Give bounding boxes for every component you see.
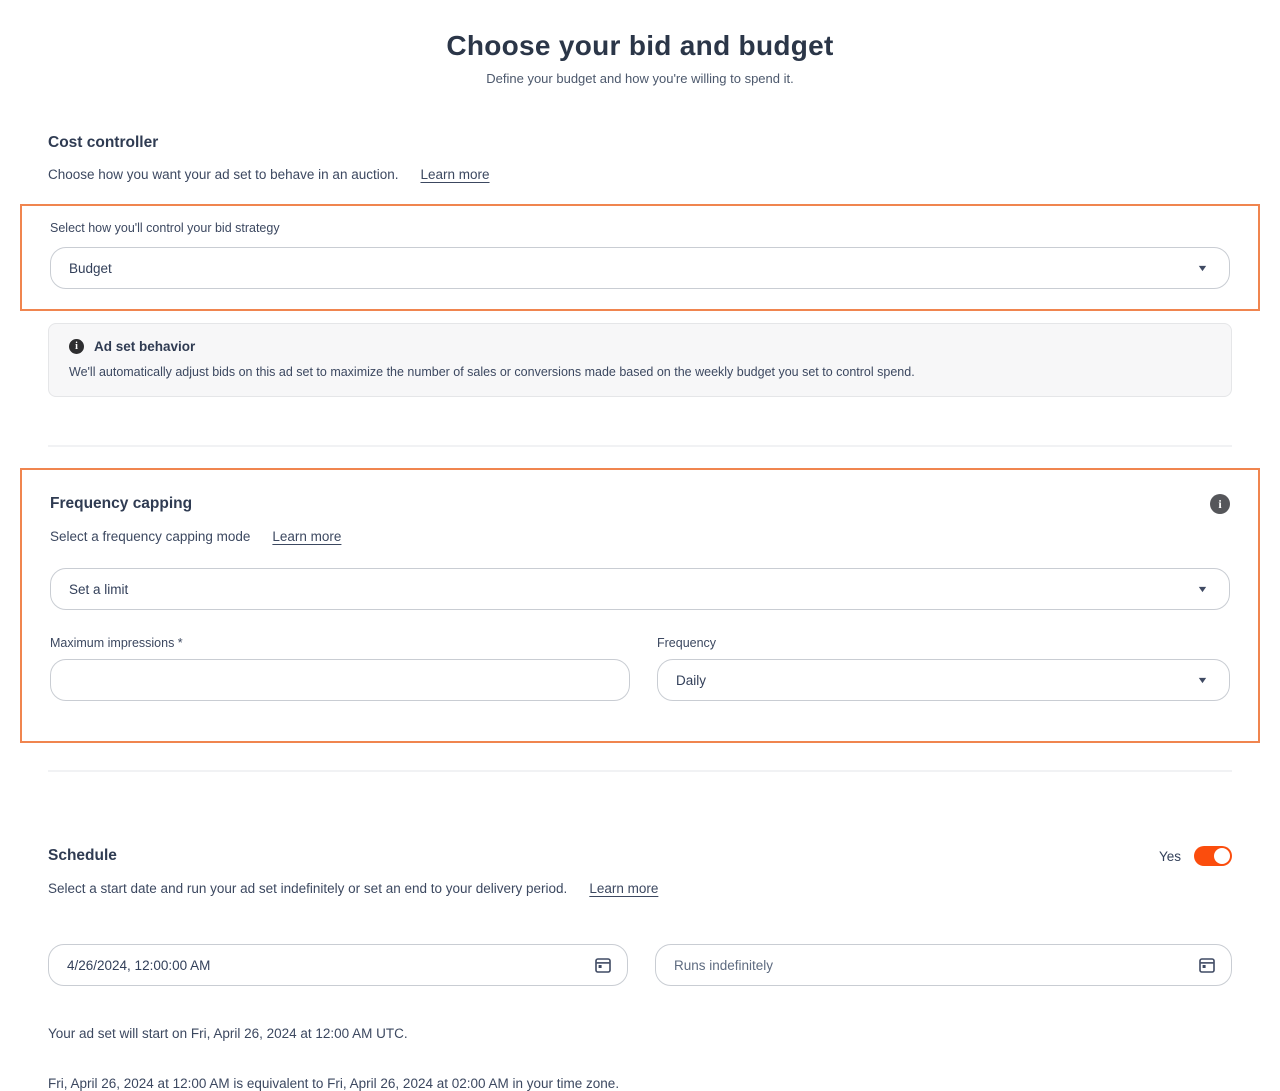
divider xyxy=(48,445,1232,447)
ad-set-behavior-title: Ad set behavior xyxy=(94,339,196,354)
cost-controller-heading: Cost controller xyxy=(48,134,159,151)
ad-set-behavior-info-box: i Ad set behavior We'll automatically ad… xyxy=(48,323,1232,397)
frequency-mode-select[interactable]: Set a limit ▼ xyxy=(50,568,1230,610)
start-date-input[interactable] xyxy=(48,944,628,986)
toggle-knob-icon xyxy=(1214,848,1230,864)
schedule-start-note: Your ad set will start on Fri, April 26,… xyxy=(48,1026,408,1041)
end-date-input[interactable] xyxy=(655,944,1232,986)
schedule-toggle[interactable] xyxy=(1194,846,1232,866)
frequency-selected-value: Daily xyxy=(676,672,707,688)
frequency-capping-highlight-box: Frequency capping i Select a frequency c… xyxy=(20,468,1260,743)
page-subtitle: Define your budget and how you're willin… xyxy=(486,71,794,86)
max-impressions-label: Maximum impressions * xyxy=(50,636,183,650)
cost-controller-learn-more-link[interactable]: Learn more xyxy=(420,167,490,182)
chevron-down-icon: ▼ xyxy=(1196,675,1209,685)
frequency-capping-info-icon[interactable]: i xyxy=(1210,494,1230,514)
divider xyxy=(48,770,1232,772)
schedule-heading-row: Schedule Yes xyxy=(48,846,1232,866)
frequency-capping-description: Select a frequency capping mode Learn mor… xyxy=(50,529,1230,544)
end-date-calendar-button[interactable] xyxy=(1196,954,1218,976)
bid-strategy-label: Select how you'll control your bid strat… xyxy=(50,221,280,235)
calendar-icon xyxy=(595,958,611,973)
calendar-icon xyxy=(1199,958,1215,973)
schedule-dates-row xyxy=(48,944,1232,986)
page-title: Choose your bid and budget xyxy=(446,30,834,61)
schedule-toggle-label: Yes xyxy=(1158,848,1181,864)
schedule-section: Schedule Yes Select a start date and run… xyxy=(48,846,1232,896)
bid-strategy-select[interactable]: Budget ▼ xyxy=(50,247,1230,289)
cost-controller-section: Cost controller Choose how you want your… xyxy=(48,134,1232,182)
chevron-down-icon: ▼ xyxy=(1196,263,1209,273)
frequency-select[interactable]: Daily ▼ xyxy=(657,659,1230,701)
start-date-calendar-button[interactable] xyxy=(592,954,614,976)
frequency-capping-heading-row: Frequency capping i xyxy=(50,494,1230,514)
max-impressions-input[interactable] xyxy=(50,659,630,701)
chevron-down-icon: ▼ xyxy=(1196,584,1209,594)
frequency-mode-selected-value: Set a limit xyxy=(69,581,129,597)
frequency-label: Frequency xyxy=(657,636,717,650)
page-header: Choose your bid and budget Define your b… xyxy=(0,0,1280,86)
ad-set-behavior-body: We'll automatically adjust bids on this … xyxy=(69,365,915,379)
cost-controller-description: Choose how you want your ad set to behav… xyxy=(48,167,1232,182)
schedule-heading: Schedule xyxy=(48,847,117,864)
bid-strategy-selected-value: Budget xyxy=(69,260,112,276)
ad-set-behavior-title-row: i Ad set behavior xyxy=(69,339,1211,354)
end-date-field xyxy=(655,944,1232,986)
schedule-timezone-note: Fri, April 26, 2024 at 12:00 AM is equiv… xyxy=(48,1076,620,1091)
schedule-toggle-group: Yes xyxy=(1159,846,1232,866)
schedule-description-text: Select a start date and run your ad set … xyxy=(48,881,568,896)
info-icon: i xyxy=(69,339,84,354)
schedule-description: Select a start date and run your ad set … xyxy=(48,881,1232,896)
frequency-capping-learn-more-link[interactable]: Learn more xyxy=(272,529,342,544)
frequency-capping-description-text: Select a frequency capping mode xyxy=(50,529,251,544)
frequency-capping-heading: Frequency capping xyxy=(50,495,193,512)
bid-strategy-highlight-box: Select how you'll control your bid strat… xyxy=(20,204,1260,311)
frequency-capping-labels-row: Maximum impressions * Frequency xyxy=(50,636,1230,650)
schedule-learn-more-link[interactable]: Learn more xyxy=(589,881,659,896)
cost-controller-description-text: Choose how you want your ad set to behav… xyxy=(48,167,399,182)
frequency-capping-inputs-row: Daily ▼ xyxy=(50,659,1230,701)
start-date-field xyxy=(48,944,628,986)
